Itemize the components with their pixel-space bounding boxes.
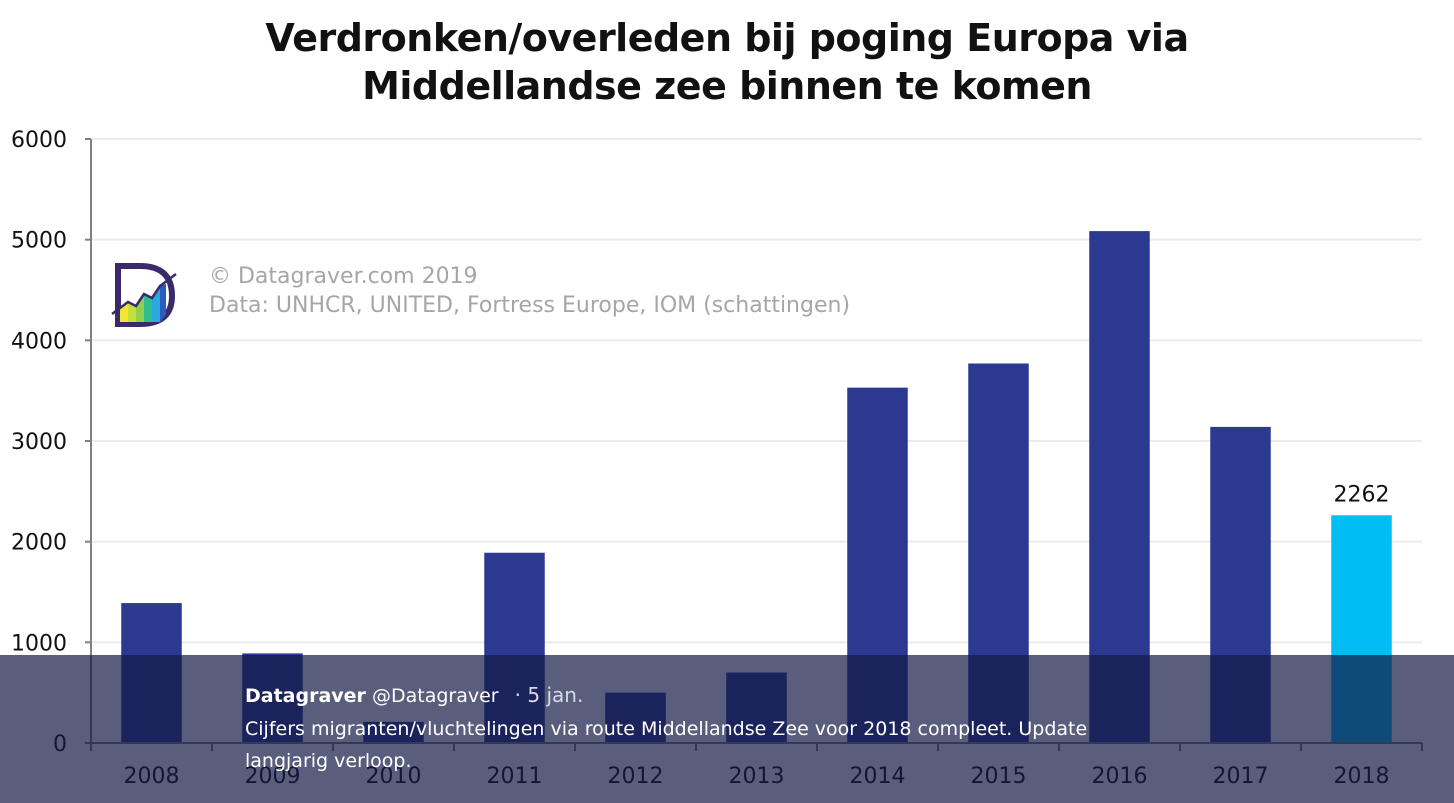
tweet-caption: Datagraver @Datagraver · 5 jan. Cijfers … xyxy=(245,680,1087,775)
gridlines xyxy=(91,138,1422,644)
y-tick-label: 2000 xyxy=(11,531,67,556)
y-tick-label: 1000 xyxy=(11,631,67,656)
tweet-date[interactable]: · 5 jan. xyxy=(515,683,584,707)
tweet-separator: · xyxy=(514,683,522,707)
y-tick-label: 3000 xyxy=(11,430,67,455)
y-tick-label: 5000 xyxy=(11,229,67,254)
chart-title-line-1: Verdronken/overleden bij poging Europa v… xyxy=(265,16,1189,60)
tweet-text-line-1: Cijfers migranten/vluchtelingen via rout… xyxy=(245,718,1088,740)
tweet-overlay xyxy=(0,655,1454,803)
tweet-text-line-2: langjarig verloop. xyxy=(245,750,412,772)
y-tick-label: 4000 xyxy=(11,329,67,354)
tweet-author-handle[interactable]: @Datagraver xyxy=(371,685,499,707)
watermark-copyright: © Datagraver.com 2019 xyxy=(209,264,478,289)
chart-title: Verdronken/overleden bij poging Europa v… xyxy=(0,14,1454,110)
tweet-author-name[interactable]: Datagraver xyxy=(245,685,366,707)
watermark: © Datagraver.com 2019 Data: UNHCR, UNITE… xyxy=(209,262,850,320)
y-tick-label: 6000 xyxy=(11,128,67,153)
data-label: 2262 xyxy=(1334,482,1390,507)
chart-title-line-2: Middellandse zee binnen te komen xyxy=(362,64,1092,108)
tweet-date-text: 5 jan. xyxy=(527,683,584,707)
watermark-source: Data: UNHCR, UNITED, Fortress Europe, IO… xyxy=(209,293,851,318)
datagraver-logo-icon xyxy=(110,262,180,328)
